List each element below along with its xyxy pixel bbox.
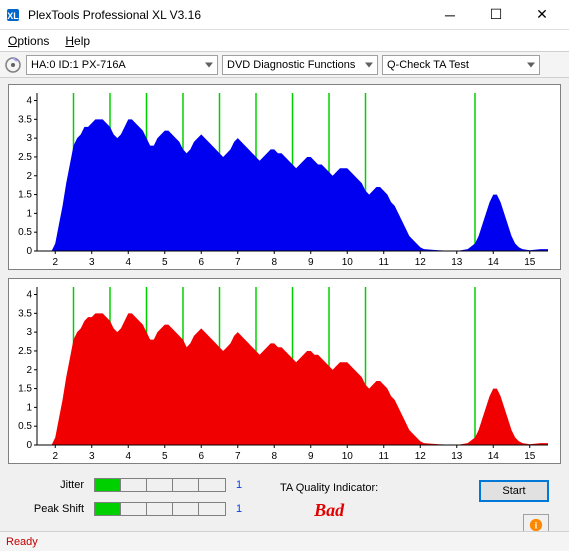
chart-top: 0 0.5 1 1.5 2 2.5 3 3.5 4 2 3 4 5 6 7 8 9 10 11 12 13 14 15 (8, 84, 561, 270)
content: 00.511.522.533.5423456789101112131415 00… (0, 78, 569, 546)
menubar: Options Help (0, 30, 569, 52)
svg-text:9: 9 (308, 451, 314, 462)
svg-text:11: 11 (379, 257, 390, 268)
svg-text:2: 2 (52, 451, 58, 462)
svg-text:7: 7 (235, 451, 241, 462)
svg-text:0: 0 (26, 246, 32, 257)
svg-text:8: 8 (271, 257, 277, 268)
meters: Jitter 1 Peak Shift 1 (20, 478, 250, 516)
svg-text:12: 12 (415, 451, 427, 462)
app-icon: XL (4, 6, 22, 24)
svg-text:2: 2 (26, 365, 32, 376)
svg-text:5: 5 (162, 257, 168, 268)
quality-label: TA Quality Indicator: (280, 482, 378, 494)
mode-selector[interactable]: DVD Diagnostic Functions (222, 55, 378, 75)
svg-text:0.5: 0.5 (18, 227, 32, 238)
quality-indicator: TA Quality Indicator: Bad (280, 482, 378, 521)
svg-text:8: 8 (271, 451, 277, 462)
menu-options[interactable]: Options (8, 34, 49, 48)
start-button[interactable]: Start (479, 480, 549, 502)
svg-text:3: 3 (89, 451, 95, 462)
window-title: PlexTools Professional XL V3.16 (28, 8, 427, 22)
svg-text:4: 4 (125, 451, 131, 462)
svg-text:12: 12 (415, 257, 427, 268)
test-selector[interactable]: Q-Check TA Test (382, 55, 540, 75)
close-button[interactable]: ✕ (519, 0, 565, 30)
svg-text:14: 14 (488, 257, 500, 268)
svg-text:11: 11 (379, 451, 390, 462)
mode-label: DVD Diagnostic Functions (227, 59, 355, 71)
svg-text:3: 3 (89, 257, 95, 268)
svg-text:2: 2 (52, 257, 58, 268)
svg-text:4: 4 (125, 257, 131, 268)
menu-help[interactable]: Help (65, 34, 90, 48)
svg-text:10: 10 (342, 451, 354, 462)
svg-text:15: 15 (524, 257, 536, 268)
drive-label: HA:0 ID:1 PX-716A (31, 59, 126, 71)
disc-icon (4, 56, 22, 74)
svg-text:XL: XL (7, 11, 19, 21)
svg-text:13: 13 (451, 451, 463, 462)
chart-bottom: 0 0.5 1 1.5 2 2.5 3 3.5 4 2 3 4 5 6 7 8 9 10 11 12 13 14 15 (8, 278, 561, 464)
svg-text:1.5: 1.5 (18, 384, 32, 395)
svg-text:15: 15 (524, 451, 536, 462)
status-text: Ready (6, 536, 38, 548)
jitter-row: Jitter 1 (20, 478, 250, 492)
statusbar: Ready (0, 531, 569, 551)
svg-text:1.5: 1.5 (18, 190, 32, 201)
svg-text:4: 4 (26, 290, 32, 301)
test-label: Q-Check TA Test (387, 59, 469, 71)
jitter-label: Jitter (20, 479, 84, 491)
toolbar: HA:0 ID:1 PX-716A DVD Diagnostic Functio… (0, 52, 569, 78)
peakshift-bar (94, 502, 226, 516)
svg-text:i: i (535, 521, 538, 532)
svg-text:3.5: 3.5 (18, 308, 32, 319)
svg-text:0.5: 0.5 (18, 421, 32, 432)
svg-text:1: 1 (26, 208, 32, 219)
peakshift-value: 1 (236, 503, 250, 515)
svg-text:2: 2 (26, 171, 32, 182)
svg-text:5: 5 (162, 451, 168, 462)
jitter-value: 1 (236, 479, 250, 491)
bottom-panel: Jitter 1 Peak Shift 1 TA Quality Indicat… (8, 472, 561, 540)
svg-text:0: 0 (26, 440, 32, 451)
svg-text:6: 6 (198, 451, 204, 462)
titlebar: XL PlexTools Professional XL V3.16 ─ ☐ ✕ (0, 0, 569, 30)
svg-text:3.5: 3.5 (18, 114, 32, 125)
svg-text:2.5: 2.5 (18, 152, 32, 163)
minimize-button[interactable]: ─ (427, 0, 473, 30)
peakshift-row: Peak Shift 1 (20, 502, 250, 516)
svg-text:9: 9 (308, 257, 314, 268)
svg-text:14: 14 (488, 451, 500, 462)
jitter-bar (94, 478, 226, 492)
quality-value: Bad (314, 500, 344, 521)
svg-text:3: 3 (26, 133, 32, 144)
svg-text:2.5: 2.5 (18, 346, 32, 357)
svg-text:10: 10 (342, 257, 354, 268)
peakshift-label: Peak Shift (20, 503, 84, 515)
svg-text:4: 4 (26, 96, 32, 107)
svg-text:13: 13 (451, 257, 463, 268)
maximize-button[interactable]: ☐ (473, 0, 519, 30)
svg-text:1: 1 (26, 402, 32, 413)
drive-selector[interactable]: HA:0 ID:1 PX-716A (26, 55, 218, 75)
svg-text:6: 6 (198, 257, 204, 268)
svg-text:3: 3 (26, 327, 32, 338)
button-group: Start i (479, 480, 549, 536)
svg-text:7: 7 (235, 257, 241, 268)
